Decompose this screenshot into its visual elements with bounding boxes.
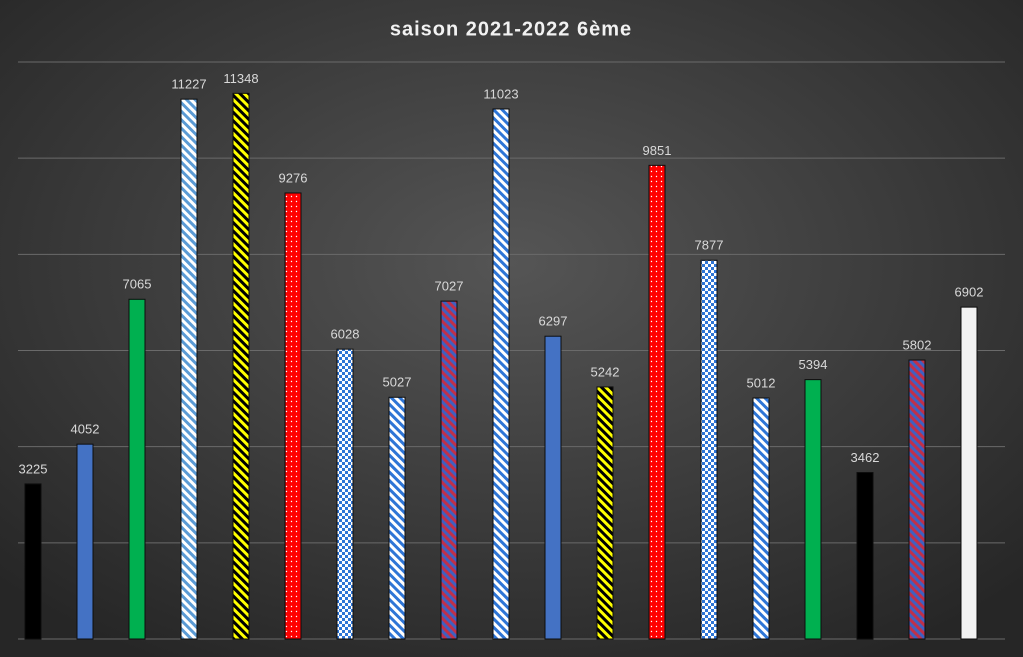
data-label: 11023 — [483, 86, 518, 101]
data-label: 5802 — [903, 337, 932, 352]
bar — [76, 443, 94, 640]
bar — [24, 483, 42, 640]
data-label: 3225 — [19, 461, 48, 476]
data-label: 6902 — [955, 285, 984, 300]
data-label: 6028 — [331, 327, 360, 342]
bar — [960, 306, 978, 640]
bar — [232, 92, 250, 640]
bar — [336, 348, 354, 640]
data-label: 7877 — [695, 238, 724, 253]
bar — [596, 386, 614, 640]
bar — [492, 108, 510, 640]
data-label: 5242 — [591, 364, 620, 379]
data-label: 7027 — [435, 279, 464, 294]
data-label: 9276 — [279, 170, 308, 185]
bar — [648, 164, 666, 640]
data-label: 7065 — [123, 277, 152, 292]
data-label: 6297 — [539, 314, 568, 329]
data-label: 9851 — [643, 143, 672, 158]
bar — [804, 379, 822, 640]
data-label: 4052 — [71, 422, 100, 437]
bar — [180, 98, 198, 640]
bar — [856, 472, 874, 640]
data-label: 5012 — [747, 375, 776, 390]
data-label: 5027 — [383, 375, 412, 390]
bar — [908, 359, 926, 640]
data-label: 11348 — [223, 71, 258, 86]
data-label: 5394 — [799, 357, 828, 372]
bar — [440, 300, 458, 640]
bar — [388, 396, 406, 640]
data-label: 11227 — [171, 77, 206, 92]
bar — [284, 192, 302, 640]
bar — [752, 397, 770, 640]
bar — [544, 335, 562, 640]
bar — [700, 259, 718, 640]
chart-title: saison 2021-2022 6ème — [390, 18, 632, 40]
bar — [128, 298, 146, 640]
data-label: 3462 — [851, 450, 880, 465]
